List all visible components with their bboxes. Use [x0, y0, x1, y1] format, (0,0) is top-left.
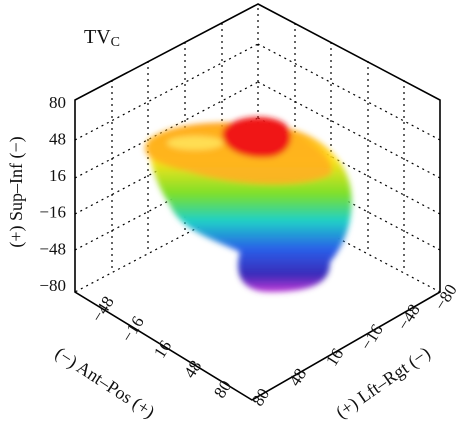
- tick-label: −48: [39, 239, 66, 258]
- tick-label: 80: [49, 93, 66, 112]
- axis-label: (+) Lft–Rgt (−): [332, 343, 434, 423]
- tick-label: −48: [394, 301, 424, 334]
- tick-label: −80: [39, 276, 66, 295]
- tick-label: −80: [431, 281, 461, 314]
- tick-label: −16: [39, 203, 66, 222]
- surface: [144, 117, 352, 292]
- tick-label: 80: [248, 385, 273, 409]
- axis-label: (−) Ant–Pos (+): [51, 343, 158, 423]
- axis-label: (+) Sup–Inf (−): [6, 136, 27, 247]
- tick-label: 16: [322, 345, 347, 369]
- tick-label: 16: [49, 166, 66, 185]
- tick-label: −16: [118, 313, 148, 346]
- chart-title: TVC: [84, 26, 120, 51]
- tick-label: −48: [88, 293, 118, 326]
- tick-label: 80: [210, 377, 235, 401]
- tick-label: 48: [49, 130, 66, 149]
- tick-label: 48: [180, 357, 205, 381]
